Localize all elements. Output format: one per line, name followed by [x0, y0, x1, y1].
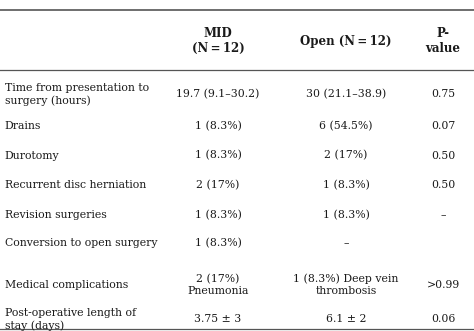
Text: Time from presentation to
surgery (hours): Time from presentation to surgery (hours…	[5, 83, 149, 106]
Text: 0.50: 0.50	[431, 151, 456, 161]
Text: MID
(N = 12): MID (N = 12)	[191, 27, 245, 55]
Text: –: –	[343, 238, 349, 248]
Text: 2 (17%): 2 (17%)	[196, 180, 240, 191]
Text: 0.06: 0.06	[431, 314, 456, 324]
Text: 30 (21.1–38.9): 30 (21.1–38.9)	[306, 89, 386, 100]
Text: Durotomy: Durotomy	[5, 151, 59, 161]
Text: Drains: Drains	[5, 121, 41, 131]
Text: Revision surgeries: Revision surgeries	[5, 210, 107, 220]
Text: 2 (17%)
Pneumonia: 2 (17%) Pneumonia	[187, 273, 249, 296]
Text: >0.99: >0.99	[427, 280, 460, 290]
Text: 0.50: 0.50	[431, 180, 456, 190]
Text: Open (N = 12): Open (N = 12)	[300, 35, 392, 48]
Text: Post-operative length of
stay (days): Post-operative length of stay (days)	[5, 308, 136, 331]
Text: P-
value: P- value	[426, 27, 461, 55]
Text: 6.1 ± 2: 6.1 ± 2	[326, 314, 366, 324]
Text: 1 (8.3%): 1 (8.3%)	[323, 210, 369, 220]
Text: 1 (8.3%) Deep vein
thrombosis: 1 (8.3%) Deep vein thrombosis	[293, 273, 399, 296]
Text: 2 (17%): 2 (17%)	[324, 150, 368, 161]
Text: 1 (8.3%): 1 (8.3%)	[195, 210, 241, 220]
Text: Conversion to open surgery: Conversion to open surgery	[5, 238, 157, 248]
Text: 0.75: 0.75	[431, 89, 455, 99]
Text: 1 (8.3%): 1 (8.3%)	[195, 120, 241, 131]
Text: –: –	[440, 210, 446, 220]
Text: Recurrent disc herniation: Recurrent disc herniation	[5, 180, 146, 190]
Text: 0.07: 0.07	[431, 121, 456, 131]
Text: 1 (8.3%): 1 (8.3%)	[195, 150, 241, 161]
Text: 6 (54.5%): 6 (54.5%)	[319, 120, 373, 131]
Text: 19.7 (9.1–30.2): 19.7 (9.1–30.2)	[176, 89, 260, 100]
Text: 1 (8.3%): 1 (8.3%)	[323, 180, 369, 191]
Text: 1 (8.3%): 1 (8.3%)	[195, 238, 241, 249]
Text: 3.75 ± 3: 3.75 ± 3	[194, 314, 242, 324]
Text: Medical complications: Medical complications	[5, 280, 128, 290]
